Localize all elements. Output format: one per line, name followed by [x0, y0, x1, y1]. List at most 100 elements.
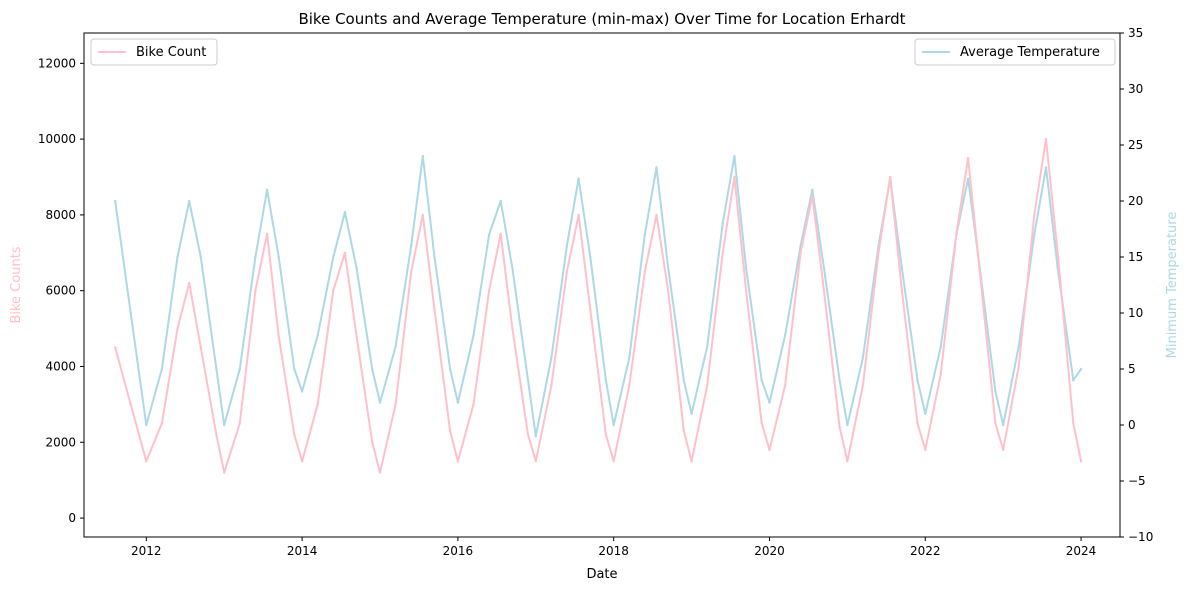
y-left-tick-label: 12000: [38, 56, 76, 70]
data-point: [1072, 422, 1075, 425]
data-point: [760, 422, 763, 425]
y-axis-left-title: Bike Counts: [9, 246, 24, 323]
data-point: [421, 155, 425, 158]
data-point: [643, 270, 647, 273]
data-point: [238, 367, 241, 371]
data-point: [511, 327, 514, 330]
y-right-tick-label: 35: [1128, 26, 1143, 40]
data-point: [811, 194, 814, 198]
data-point: [690, 460, 693, 463]
data-point: [994, 390, 997, 393]
y-left-tick-label: 10000: [38, 132, 76, 146]
data-point: [628, 356, 631, 359]
data-point: [838, 425, 841, 429]
data-point: [254, 255, 257, 259]
data-point: [223, 423, 226, 427]
data-point: [811, 188, 814, 191]
data-point: [690, 412, 693, 415]
data-point: [371, 367, 374, 371]
data-point: [499, 199, 502, 203]
data-point: [589, 255, 592, 259]
data-point: [655, 213, 658, 217]
y-axis-right: −10 −5 0 5 10 15 20 25 30 35: [1120, 26, 1153, 544]
data-point: [487, 289, 491, 292]
x-axis: 2012 2014 2016 2018 2020 2022 2024: [131, 537, 1096, 558]
data-point: [978, 270, 981, 273]
data-point: [643, 233, 647, 236]
legend-bike-count: Bike Count: [90, 38, 218, 66]
x-tick-label: 2024: [1066, 544, 1097, 558]
y-left-tick-label: 8000: [45, 208, 76, 222]
data-point: [565, 270, 569, 273]
data-point: [916, 422, 919, 425]
legend-label-average-temperature: Average Temperature: [960, 45, 1100, 60]
data-point: [1044, 137, 1048, 141]
data-point: [526, 379, 530, 382]
data-point: [456, 460, 460, 463]
legend-box-left: [90, 38, 218, 66]
data-point: [705, 384, 709, 387]
data-point: [924, 412, 927, 415]
data-point: [394, 403, 397, 406]
data-point: [456, 401, 460, 404]
data-point: [861, 356, 865, 359]
data-point: [254, 289, 257, 292]
x-tick-label: 2016: [443, 544, 474, 558]
x-tick-label: 2020: [754, 544, 785, 558]
data-point: [160, 367, 164, 371]
data-point: [577, 177, 580, 180]
data-point: [300, 460, 304, 463]
data-point: [355, 334, 358, 338]
data-point: [448, 429, 452, 433]
data-point: [215, 433, 218, 436]
data-point: [487, 233, 491, 236]
data-point: [394, 345, 397, 348]
data-point: [433, 308, 436, 311]
data-point: [199, 346, 203, 349]
data-point: [589, 308, 592, 311]
data-point: [378, 471, 382, 474]
data-point: [1079, 460, 1083, 463]
data-point: [744, 289, 748, 292]
data-point: [783, 334, 787, 337]
data-point: [799, 251, 802, 254]
data-point: [332, 289, 335, 292]
data-point: [238, 422, 241, 425]
data-point: [215, 367, 218, 371]
data-point: [534, 435, 537, 438]
y-left-tick-label: 2000: [45, 435, 76, 449]
data-point: [705, 345, 709, 348]
y-axis-left: 0 2000 4000 6000 8000 10000 12000: [38, 56, 84, 525]
data-point: [733, 155, 736, 158]
data-point: [721, 222, 724, 225]
legend-label-bike-count: Bike Count: [136, 45, 206, 60]
data-point: [733, 175, 736, 179]
data-point: [472, 403, 475, 406]
data-point: [550, 356, 553, 359]
data-point: [682, 379, 685, 382]
data-point: [966, 156, 970, 160]
data-point: [721, 251, 724, 254]
plot-frame: [83, 32, 1121, 538]
data-point: [655, 166, 658, 169]
data-point: [1079, 367, 1083, 371]
data-point: [939, 372, 943, 376]
data-point: [176, 327, 179, 330]
data-point: [565, 244, 569, 247]
data-point: [667, 267, 670, 270]
data-point: [1033, 233, 1036, 236]
data-point: [900, 289, 904, 292]
data-point: [822, 267, 826, 270]
data-point: [744, 267, 748, 270]
data-point: [378, 401, 382, 404]
data-point: [1033, 213, 1036, 217]
data-point: [1001, 423, 1005, 427]
data-point: [955, 232, 958, 236]
y-right-tick-label: 25: [1128, 138, 1143, 152]
data-point: [846, 423, 849, 427]
data-point: [604, 379, 608, 382]
data-point: [966, 177, 970, 180]
data-point: [628, 384, 631, 387]
y-right-tick-label: 0: [1128, 418, 1136, 432]
data-point: [113, 199, 117, 203]
